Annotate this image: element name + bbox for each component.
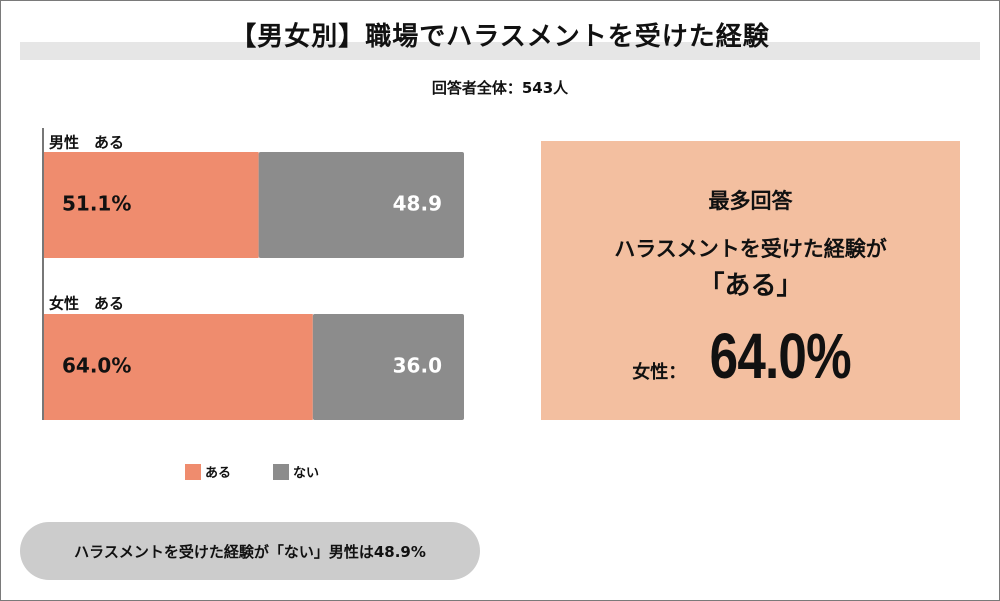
data-label-aru: 51.1% (62, 192, 131, 216)
bar-segment-aru (44, 152, 259, 258)
category-label: 女性 ある (49, 295, 124, 313)
legend-swatch-aru (185, 463, 201, 480)
callout-stat-value: 64.0% (709, 320, 852, 392)
chart-subtitle: 回答者全体：543人 (431, 79, 569, 97)
callout-stat: 女性： 64.0% (541, 319, 960, 393)
callout-line1: ハラスメントを受けた経験が (614, 237, 887, 261)
bar-segment-aru (44, 314, 313, 420)
category-label: 男性 ある (49, 134, 124, 152)
highlight-callout: 最多回答 ハラスメントを受けた経験が 「ある」 女性： 64.0% (541, 141, 960, 420)
legend-swatch-nai (273, 463, 290, 480)
callout-line2: 「ある」 (698, 271, 803, 301)
summary-note: ハラスメントを受けた経験が「ない」男性は48.9% (20, 522, 480, 580)
callout-heading: 最多回答 (708, 189, 793, 213)
legend-item-aru: ある (185, 462, 231, 481)
bar-segment-nai (312, 314, 464, 420)
chart-title: 【男女別】職場でハラスメントを受けた経験 (230, 22, 770, 52)
legend-label-nai: ない (293, 466, 320, 481)
legend-item-nai: ない (273, 462, 319, 481)
callout-stat-label: 女性： (632, 362, 687, 383)
data-label-nai: 48.9 (393, 192, 442, 216)
title-underline-band (20, 42, 980, 60)
legend: ある ない (185, 462, 319, 481)
bar-segment-nai (258, 152, 464, 258)
legend-label-aru: ある (205, 466, 232, 481)
data-label-nai: 36.0 (393, 354, 442, 378)
data-label-aru: 64.0% (62, 354, 131, 378)
